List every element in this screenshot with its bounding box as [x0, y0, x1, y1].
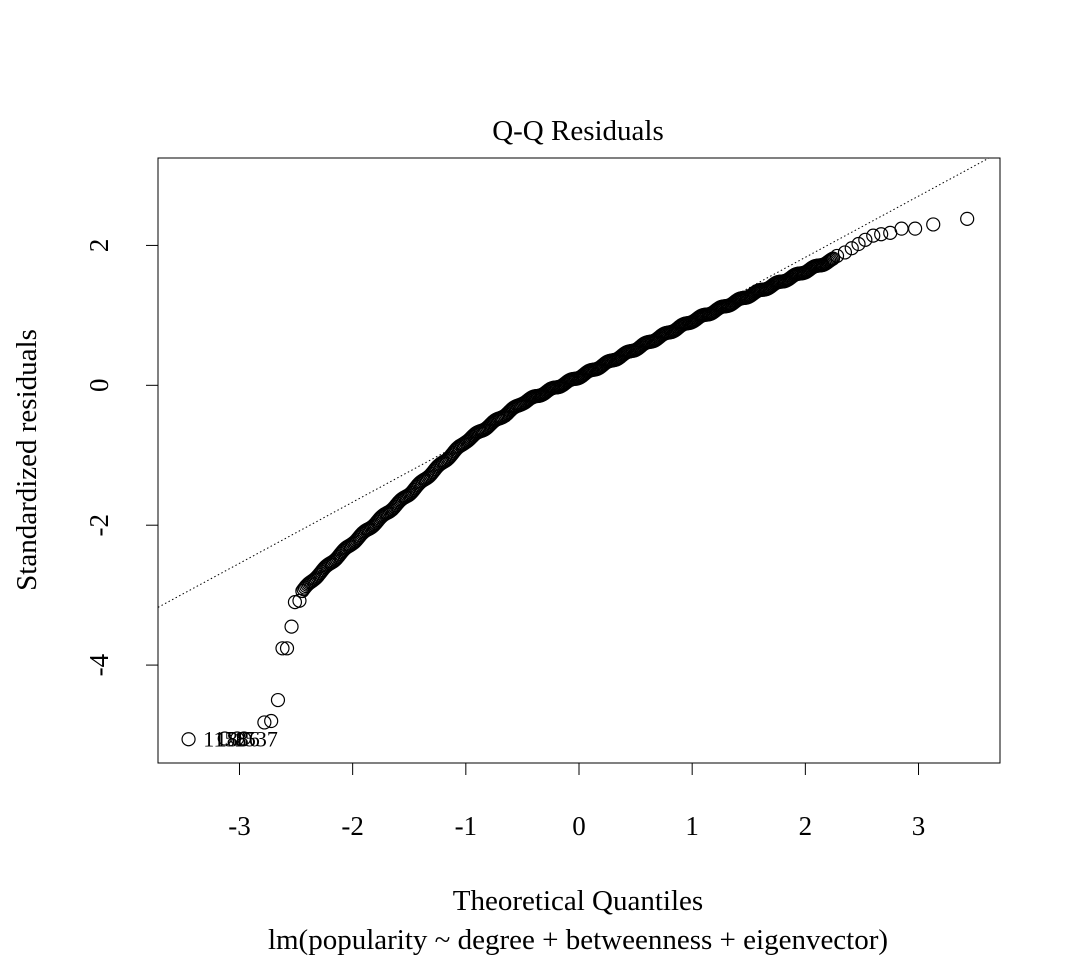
x-tick-label: 2 [799, 811, 813, 841]
data-point [284, 619, 299, 634]
y-tick-label: 2 [84, 239, 114, 253]
x-tick-label: -3 [228, 811, 251, 841]
data-point [275, 641, 290, 656]
outlier-label: 1537 [234, 727, 278, 752]
x-tick-label: 3 [912, 811, 926, 841]
data-point [874, 227, 889, 242]
outlier-label: 1158 [203, 727, 246, 752]
plot-frame [157, 157, 1001, 764]
data-point [866, 228, 881, 243]
outlier-label: 1886 [216, 727, 260, 752]
y-tick-label: -2 [84, 514, 114, 537]
data-point [264, 713, 279, 729]
x-tick-label: -2 [341, 811, 364, 841]
data-point [894, 221, 909, 236]
data-point [829, 248, 845, 264]
data-point [230, 731, 245, 746]
data-point [279, 641, 295, 656]
data-point [181, 732, 196, 747]
x-tick-label: 0 [572, 811, 586, 841]
data-point [822, 253, 837, 269]
chart-title: Q-Q Residuals [492, 115, 664, 147]
data-point [236, 731, 252, 746]
chart-subtitle: lm(popularity ~ degree + betweenness + e… [268, 924, 888, 956]
x-tick-label: 1 [685, 811, 699, 841]
data-point [825, 251, 841, 266]
y-tick-label: -4 [84, 653, 114, 676]
data-point [844, 241, 859, 256]
data-point [926, 217, 941, 232]
x-axis: -3 -2 -1 0 1 2 3 [228, 763, 925, 841]
y-axis: -4 -2 0 2 [84, 239, 158, 676]
data-point [851, 236, 866, 252]
data-point [908, 221, 923, 236]
data-point [257, 715, 272, 730]
data-point [858, 232, 873, 247]
y-axis-label: Standardized residuals [11, 329, 43, 591]
x-tick-label: -1 [455, 811, 478, 841]
data-point [270, 692, 286, 708]
points-layer [181, 211, 975, 747]
x-axis-label: Theoretical Quantiles [453, 885, 703, 917]
data-point [960, 211, 975, 226]
y-tick-label: 0 [84, 379, 114, 393]
data-point [837, 245, 853, 260]
data-point [292, 593, 307, 608]
